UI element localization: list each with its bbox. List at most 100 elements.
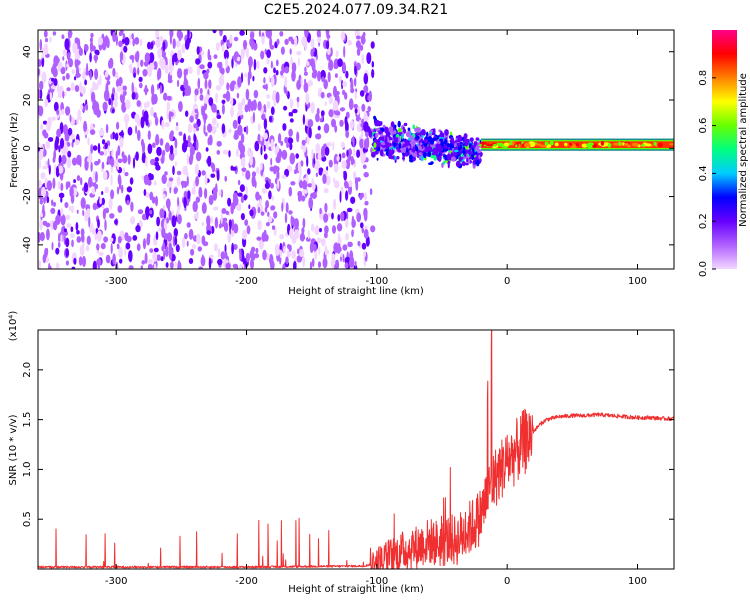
spectrogram-cell xyxy=(155,195,158,207)
spectrogram-cell xyxy=(463,133,468,139)
spectrogram-cell xyxy=(370,225,376,233)
spectrogram-cell xyxy=(195,139,199,152)
spectrogram-cell xyxy=(236,56,241,62)
spectrogram-cell xyxy=(250,150,254,159)
spectrogram-cell xyxy=(210,216,214,224)
spectrogram-cell xyxy=(311,258,315,268)
y-tick-label: -40 xyxy=(22,237,33,253)
spectrogram-cell xyxy=(362,31,366,38)
spectrogram-cell xyxy=(191,110,195,116)
spectrogram-cell xyxy=(104,219,107,232)
spectrogram-cell xyxy=(388,137,393,141)
spectrogram-cell xyxy=(116,243,120,250)
spectrogram-cell xyxy=(239,184,245,193)
spectrogram-cell xyxy=(298,249,305,258)
spectrogram-cell xyxy=(141,213,148,221)
spectrogram-cell xyxy=(60,234,63,242)
spectrogram-cell xyxy=(310,223,315,232)
spectrogram-cell xyxy=(117,145,121,156)
spectrogram-cell xyxy=(90,161,93,173)
spectrogram-cell xyxy=(154,157,160,162)
spectrogram-cell xyxy=(173,187,178,193)
spectrogram-cell xyxy=(130,216,136,225)
figure-title: C2E5.2024.077.09.34.R21 xyxy=(264,2,448,18)
spectrogram-cell xyxy=(294,169,297,175)
spectrogram-cell xyxy=(71,266,76,269)
spectrogram-cell xyxy=(80,228,85,237)
spectrogram-cell xyxy=(198,186,203,198)
spectrogram-cell xyxy=(205,147,209,152)
spectrogram-cell xyxy=(354,77,357,87)
spectrogram-cell xyxy=(296,96,300,103)
spectrogram-cell xyxy=(197,246,202,252)
spectrogram-cell xyxy=(197,65,200,77)
spectrogram-cell xyxy=(72,41,78,54)
spectrogram-cell xyxy=(307,168,311,175)
spectrogram-cell xyxy=(511,140,515,146)
spectrogram-cell xyxy=(265,200,269,209)
snr-y-multiplier: (x10⁴) xyxy=(8,311,19,342)
spectrogram-cell xyxy=(279,31,284,37)
spectrogram-cell xyxy=(94,53,97,64)
spectrogram-cell xyxy=(289,48,292,55)
spectrogram-cell xyxy=(255,191,260,201)
spectrogram-cell xyxy=(328,59,334,71)
y-tick-label: 40 xyxy=(22,45,33,58)
spectrogram-cell xyxy=(397,127,403,133)
spectrogram-cell xyxy=(393,130,397,135)
spectrogram-cell xyxy=(264,140,269,150)
spectrogram-cell xyxy=(211,163,216,173)
spectrogram-cell xyxy=(135,151,139,161)
spectrogram-cell xyxy=(271,225,276,230)
spectrogram-cell xyxy=(322,173,327,185)
spectrogram-cell xyxy=(66,223,72,229)
spectrogram-cell xyxy=(302,144,307,153)
spectrogram-cell xyxy=(232,195,239,206)
spectrogram-cell xyxy=(154,161,160,167)
spectrogram-cell xyxy=(165,245,169,258)
spectrogram-cell xyxy=(270,182,274,189)
spectrogram-cell xyxy=(535,143,542,146)
spectrogram-cell xyxy=(38,141,41,148)
spectrogram-cell xyxy=(255,247,259,254)
spectrogram-cell xyxy=(176,170,182,176)
spectrogram-cell xyxy=(228,219,232,228)
spectrogram-cell xyxy=(143,174,149,185)
spectrogram-cell xyxy=(117,205,123,214)
spectrogram-cell xyxy=(97,79,100,86)
spectrogram-cell xyxy=(351,215,355,226)
spectrogram-cell xyxy=(317,70,321,82)
spectrogram-cell xyxy=(353,264,358,269)
spectrogram-cell xyxy=(400,147,405,153)
spectrogram-cell xyxy=(187,123,193,133)
spectrogram-cell xyxy=(268,76,271,83)
spectrogram-cell xyxy=(353,171,357,180)
spectrogram-cell xyxy=(282,263,286,269)
spectrogram-cell xyxy=(498,142,503,147)
spectrogram-cell xyxy=(177,214,182,225)
x-tick-label: 100 xyxy=(628,576,647,587)
spectrogram-cell xyxy=(392,142,397,147)
spectrogram-cell xyxy=(292,108,298,114)
spectrogram-cell xyxy=(90,32,94,38)
spectrogram-cell xyxy=(378,130,383,135)
spectrogram-cell xyxy=(153,112,157,119)
spectrogram-cell xyxy=(56,128,62,138)
spectrogram-cell xyxy=(337,232,341,243)
spectrogram-cell xyxy=(325,30,330,37)
spectrogram-cell xyxy=(117,158,123,164)
spectrogram-cell xyxy=(393,124,397,129)
spectrogram-cell xyxy=(266,94,270,99)
spectrogram-cell xyxy=(364,192,367,201)
spectrogram-cell xyxy=(178,101,183,112)
spectrogram-cell xyxy=(247,73,251,86)
spectrogram-cell xyxy=(296,131,300,143)
spectrogram-cell xyxy=(321,238,326,247)
spectrogram-cell xyxy=(299,180,303,189)
spectrogram-cell xyxy=(260,211,265,216)
spectrogram-cell xyxy=(343,170,348,181)
spectrogram-cell xyxy=(194,108,198,114)
spectrogram-cell xyxy=(98,128,105,136)
spectrogram-cell xyxy=(65,260,69,266)
